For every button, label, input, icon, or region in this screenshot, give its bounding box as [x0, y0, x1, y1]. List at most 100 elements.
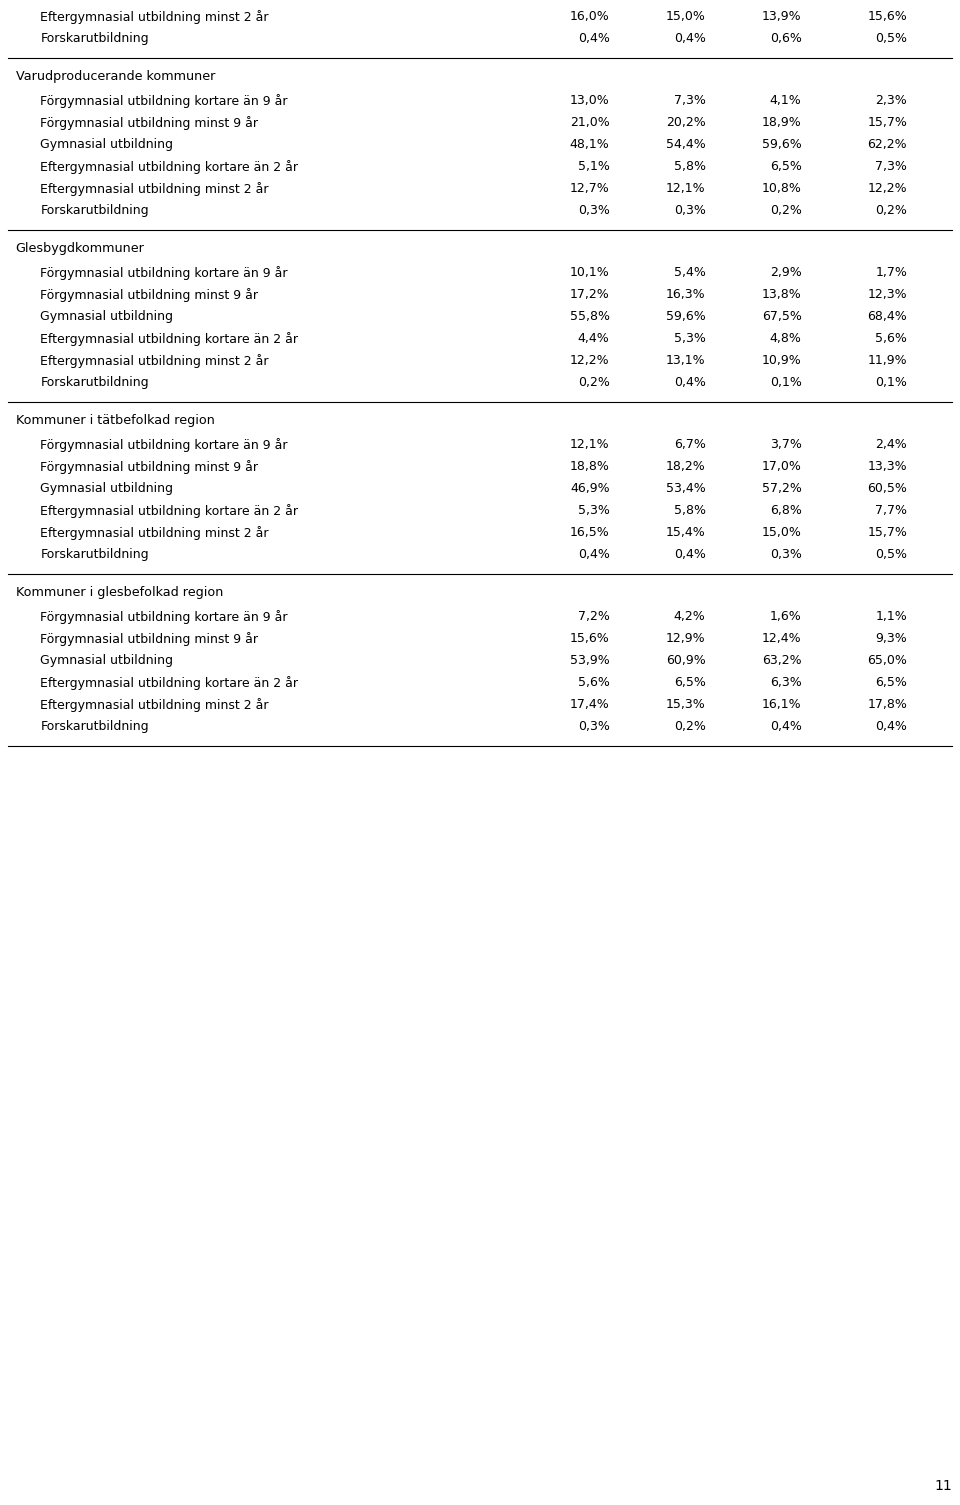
- Text: Eftergymnasial utbildning minst 2 år: Eftergymnasial utbildning minst 2 år: [40, 354, 269, 367]
- Text: 15,6%: 15,6%: [570, 632, 610, 646]
- Text: Förgymnasial utbildning kortare än 9 år: Förgymnasial utbildning kortare än 9 år: [40, 610, 288, 625]
- Text: 12,2%: 12,2%: [570, 354, 610, 367]
- Text: 0,4%: 0,4%: [674, 32, 706, 45]
- Text: 18,9%: 18,9%: [762, 116, 802, 129]
- Text: 21,0%: 21,0%: [570, 116, 610, 129]
- Text: Förgymnasial utbildning minst 9 år: Förgymnasial utbildning minst 9 år: [40, 632, 258, 646]
- Text: Eftergymnasial utbildning kortare än 2 år: Eftergymnasial utbildning kortare än 2 å…: [40, 676, 299, 689]
- Text: Gymnasial utbildning: Gymnasial utbildning: [40, 482, 174, 495]
- Text: 12,7%: 12,7%: [570, 182, 610, 196]
- Text: 0,3%: 0,3%: [578, 719, 610, 733]
- Text: 15,6%: 15,6%: [868, 11, 907, 23]
- Text: 6,5%: 6,5%: [674, 676, 706, 689]
- Text: 9,3%: 9,3%: [876, 632, 907, 646]
- Text: Forskarutbildning: Forskarutbildning: [40, 548, 149, 561]
- Text: Kommuner i tätbefolkad region: Kommuner i tätbefolkad region: [15, 414, 214, 427]
- Text: 67,5%: 67,5%: [761, 310, 802, 324]
- Text: 12,2%: 12,2%: [868, 182, 907, 196]
- Text: Förgymnasial utbildning minst 9 år: Förgymnasial utbildning minst 9 år: [40, 116, 258, 129]
- Text: Gymnasial utbildning: Gymnasial utbildning: [40, 655, 174, 667]
- Text: 6,8%: 6,8%: [770, 504, 802, 518]
- Text: 11: 11: [934, 1479, 952, 1493]
- Text: 13,9%: 13,9%: [762, 11, 802, 23]
- Text: 16,1%: 16,1%: [762, 698, 802, 710]
- Text: 15,7%: 15,7%: [867, 116, 907, 129]
- Text: Glesbygdkommuner: Glesbygdkommuner: [15, 242, 145, 254]
- Text: 6,5%: 6,5%: [770, 160, 802, 173]
- Text: 17,4%: 17,4%: [570, 698, 610, 710]
- Text: 13,3%: 13,3%: [868, 461, 907, 473]
- Text: 2,3%: 2,3%: [876, 93, 907, 107]
- Text: 0,2%: 0,2%: [770, 205, 802, 217]
- Text: Eftergymnasial utbildning kortare än 2 år: Eftergymnasial utbildning kortare än 2 å…: [40, 333, 299, 346]
- Text: Forskarutbildning: Forskarutbildning: [40, 32, 149, 45]
- Text: 5,3%: 5,3%: [674, 333, 706, 345]
- Text: 0,2%: 0,2%: [578, 376, 610, 388]
- Text: 1,7%: 1,7%: [876, 266, 907, 278]
- Text: 0,1%: 0,1%: [770, 376, 802, 388]
- Text: 7,2%: 7,2%: [578, 610, 610, 623]
- Text: 16,0%: 16,0%: [570, 11, 610, 23]
- Text: 59,6%: 59,6%: [762, 138, 802, 151]
- Text: Eftergymnasial utbildning minst 2 år: Eftergymnasial utbildning minst 2 år: [40, 11, 269, 24]
- Text: 55,8%: 55,8%: [569, 310, 610, 324]
- Text: 7,7%: 7,7%: [876, 504, 907, 518]
- Text: 6,3%: 6,3%: [770, 676, 802, 689]
- Text: 18,8%: 18,8%: [569, 461, 610, 473]
- Text: 0,4%: 0,4%: [674, 548, 706, 561]
- Text: 12,1%: 12,1%: [570, 438, 610, 452]
- Text: 2,9%: 2,9%: [770, 266, 802, 278]
- Text: 54,4%: 54,4%: [666, 138, 706, 151]
- Text: 0,4%: 0,4%: [770, 719, 802, 733]
- Text: 59,6%: 59,6%: [666, 310, 706, 324]
- Text: 15,0%: 15,0%: [665, 11, 706, 23]
- Text: Förgymnasial utbildning kortare än 9 år: Förgymnasial utbildning kortare än 9 år: [40, 438, 288, 452]
- Text: 60,5%: 60,5%: [867, 482, 907, 495]
- Text: 0,3%: 0,3%: [674, 205, 706, 217]
- Text: 10,1%: 10,1%: [570, 266, 610, 278]
- Text: 0,3%: 0,3%: [578, 205, 610, 217]
- Text: 0,4%: 0,4%: [578, 32, 610, 45]
- Text: 5,3%: 5,3%: [578, 504, 610, 518]
- Text: Eftergymnasial utbildning minst 2 år: Eftergymnasial utbildning minst 2 år: [40, 182, 269, 196]
- Text: 13,1%: 13,1%: [666, 354, 706, 367]
- Text: 17,0%: 17,0%: [761, 461, 802, 473]
- Text: 60,9%: 60,9%: [666, 655, 706, 667]
- Text: 11,9%: 11,9%: [868, 354, 907, 367]
- Text: 62,2%: 62,2%: [868, 138, 907, 151]
- Text: 53,4%: 53,4%: [666, 482, 706, 495]
- Text: 12,1%: 12,1%: [666, 182, 706, 196]
- Text: 68,4%: 68,4%: [868, 310, 907, 324]
- Text: 6,7%: 6,7%: [674, 438, 706, 452]
- Text: 4,1%: 4,1%: [770, 93, 802, 107]
- Text: Kommuner i glesbefolkad region: Kommuner i glesbefolkad region: [15, 585, 223, 599]
- Text: 4,4%: 4,4%: [578, 333, 610, 345]
- Text: Gymnasial utbildning: Gymnasial utbildning: [40, 138, 174, 151]
- Text: 5,6%: 5,6%: [876, 333, 907, 345]
- Text: 0,2%: 0,2%: [674, 719, 706, 733]
- Text: 12,3%: 12,3%: [868, 287, 907, 301]
- Text: 0,4%: 0,4%: [876, 719, 907, 733]
- Text: 10,8%: 10,8%: [761, 182, 802, 196]
- Text: 0,4%: 0,4%: [674, 376, 706, 388]
- Text: 10,9%: 10,9%: [762, 354, 802, 367]
- Text: 5,4%: 5,4%: [674, 266, 706, 278]
- Text: 2,4%: 2,4%: [876, 438, 907, 452]
- Text: 0,4%: 0,4%: [578, 548, 610, 561]
- Text: 4,2%: 4,2%: [674, 610, 706, 623]
- Text: 17,8%: 17,8%: [867, 698, 907, 710]
- Text: 63,2%: 63,2%: [762, 655, 802, 667]
- Text: 12,4%: 12,4%: [762, 632, 802, 646]
- Text: 0,3%: 0,3%: [770, 548, 802, 561]
- Text: 20,2%: 20,2%: [666, 116, 706, 129]
- Text: 16,3%: 16,3%: [666, 287, 706, 301]
- Text: 3,7%: 3,7%: [770, 438, 802, 452]
- Text: 0,5%: 0,5%: [876, 548, 907, 561]
- Text: 1,6%: 1,6%: [770, 610, 802, 623]
- Text: Varudproducerande kommuner: Varudproducerande kommuner: [15, 71, 215, 83]
- Text: 17,2%: 17,2%: [570, 287, 610, 301]
- Text: Eftergymnasial utbildning kortare än 2 år: Eftergymnasial utbildning kortare än 2 å…: [40, 160, 299, 175]
- Text: 57,2%: 57,2%: [761, 482, 802, 495]
- Text: Förgymnasial utbildning minst 9 år: Förgymnasial utbildning minst 9 år: [40, 287, 258, 303]
- Text: 65,0%: 65,0%: [867, 655, 907, 667]
